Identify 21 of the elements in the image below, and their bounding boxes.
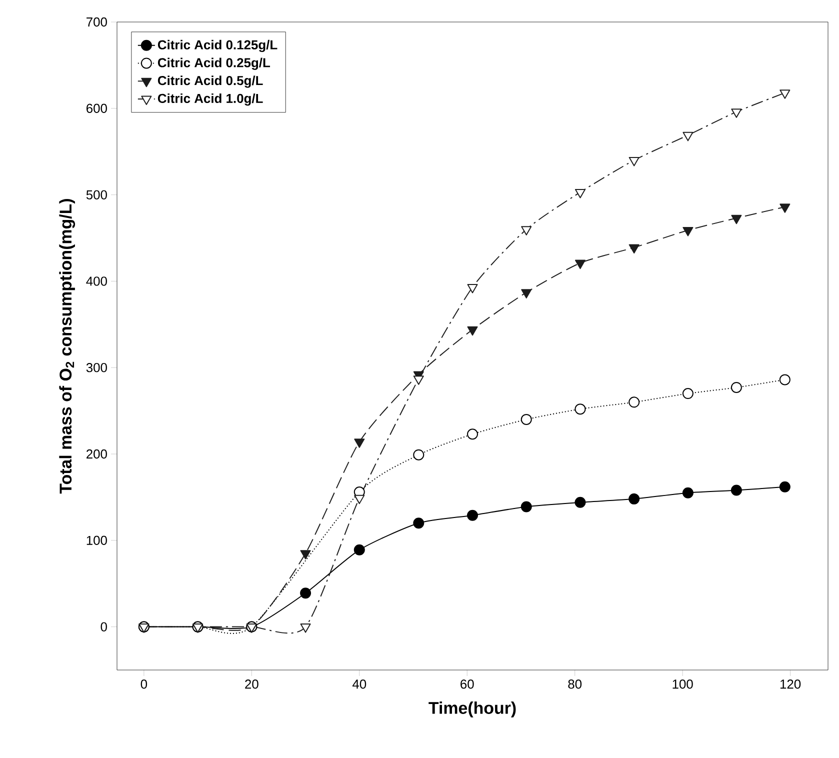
legend-label: Citric Acid 0.25g/L xyxy=(158,58,270,70)
y-tick-label: 200 xyxy=(86,449,107,459)
x-tick-label: 40 xyxy=(352,680,366,689)
y-axis-title: Total mass of O$_{2}$ consumption(mg/L) xyxy=(59,199,76,494)
y-tick-label: 600 xyxy=(86,104,107,113)
y-tick-label: 300 xyxy=(86,363,107,372)
y-tick-label: 100 xyxy=(86,536,107,545)
legend-label: Citric Acid 1.0g/L xyxy=(158,93,263,106)
y-tick-label: 500 xyxy=(86,190,107,200)
x-tick-label: 80 xyxy=(568,680,582,689)
x-tick-label: 20 xyxy=(245,680,258,689)
x-tick-label: 120 xyxy=(780,680,801,689)
y-tick-label: 700 xyxy=(86,17,107,27)
legend-label: Citric Acid 0.125g/L xyxy=(158,40,278,52)
x-tick-label: 60 xyxy=(460,680,474,689)
y-tick-label: 400 xyxy=(86,276,107,286)
legend-label: Citric Acid 0.5g/L xyxy=(158,76,263,88)
y-tick-label: 0 xyxy=(100,622,107,632)
x-axis-title: Time(hour) xyxy=(428,702,516,718)
x-tick-label: 0 xyxy=(140,680,148,689)
x-tick-label: 100 xyxy=(672,680,693,689)
